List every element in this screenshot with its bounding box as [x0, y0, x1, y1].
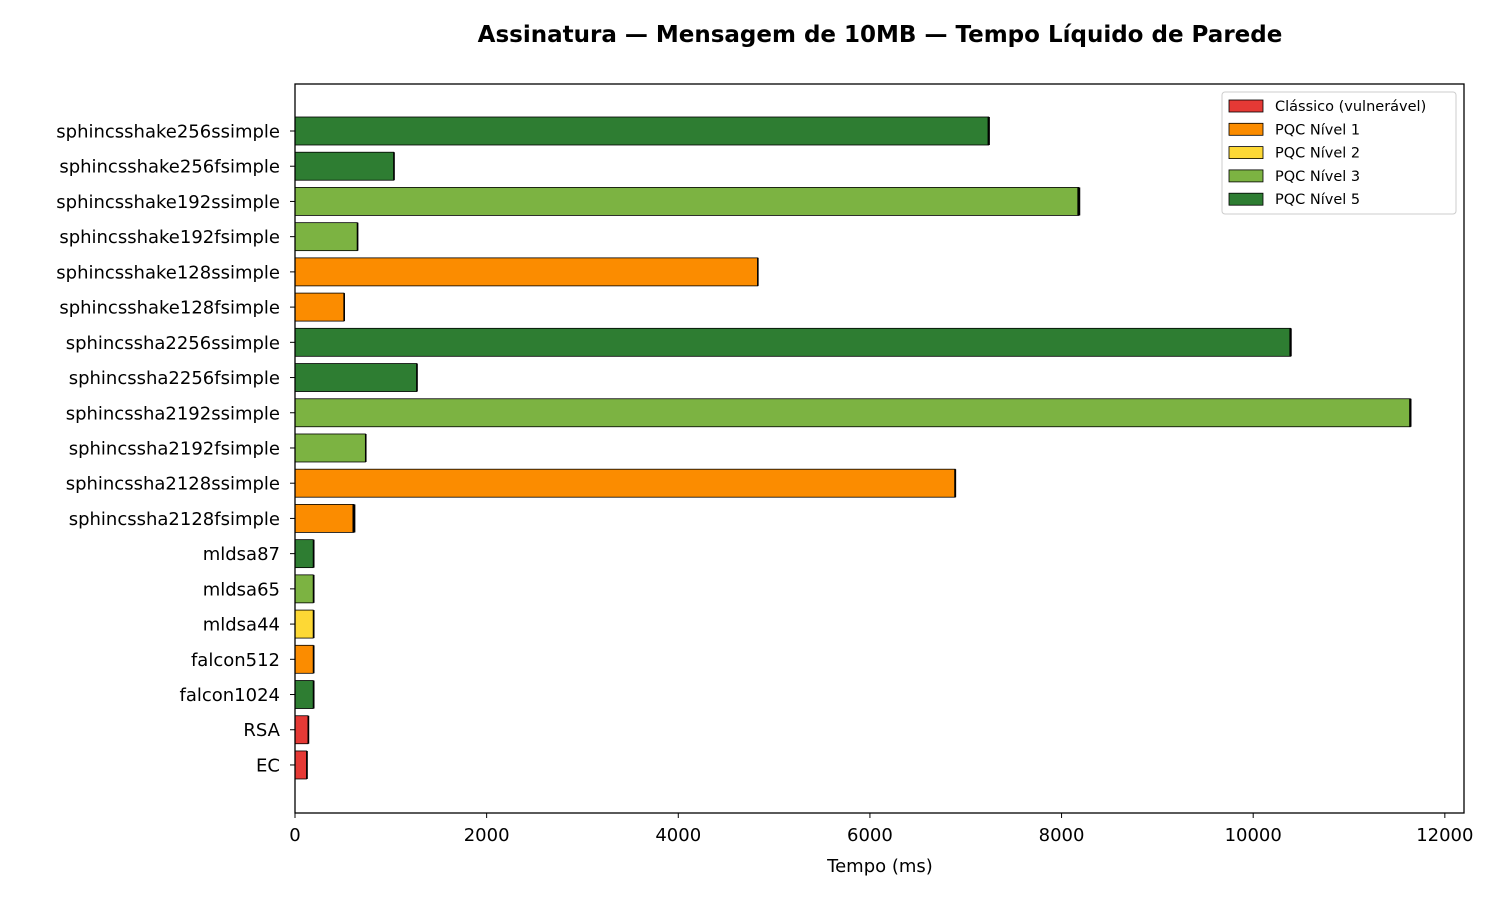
y-tick-label: mldsa44 [203, 615, 280, 636]
error-bar-mldsa65 [312, 574, 315, 603]
y-tick-labels: sphincsshake256ssimple sphincsshake256fsi… [56, 122, 295, 776]
x-tick-label: 4000 [655, 825, 701, 846]
chart-title: Assinatura — Mensagem de 10MB — Tempo Lí… [478, 22, 1283, 48]
bar-sphincssha2128fsimple [294, 504, 355, 533]
bar-mldsa44 [294, 609, 314, 639]
bar-RSA [294, 715, 309, 745]
error-bar-sphincsshake192ssimple [1077, 187, 1081, 216]
error-bar-mldsa87 [312, 539, 315, 568]
y-tick-label: sphincssha2128ssimple [66, 474, 280, 495]
bar-sphincssha2192ssimple [294, 398, 1411, 428]
error-bar-sphincsshake256ssimple [987, 117, 990, 145]
bar-sphincsshake192ssimple [294, 187, 1080, 216]
y-tick-label: sphincssha2256ssimple [66, 333, 280, 354]
x-tick-label: 10000 [1225, 825, 1282, 846]
y-tick-label: sphincsshake256ssimple [56, 122, 280, 143]
legend-box [1221, 91, 1457, 215]
bar-falcon1024 [294, 680, 314, 709]
legend-label-classic: Clássico (vulnerável) [1275, 99, 1426, 115]
y-tick-label: falcon512 [191, 650, 280, 671]
legend-swatch-l5 [1228, 192, 1264, 206]
y-tick-label: EC [256, 755, 280, 776]
y-tick-label: sphincssha2128fsimple [69, 509, 280, 530]
error-bar-sphincssha2256fsimple [416, 363, 418, 392]
y-tick-label: sphincsshake256fsimple [59, 157, 280, 178]
x-tick-label: 6000 [847, 825, 893, 846]
legend-swatch-l3 [1228, 169, 1264, 183]
x-tick-label: 0 [289, 825, 300, 846]
error-bar-sphincsshake256fsimple [393, 152, 395, 181]
error-bar-sphincssha2192ssimple [1409, 398, 1412, 427]
error-bar-sphincssha2128fsimple [352, 504, 356, 533]
y-tick-label: mldsa65 [203, 579, 280, 600]
legend-label-l5: PQC Nível 5 [1275, 192, 1360, 208]
bar-sphincsshake128ssimple [294, 257, 759, 287]
legend-swatch-classic [1228, 99, 1264, 113]
error-bar-sphincssha2192fsimple [364, 433, 367, 462]
bars-layer [294, 116, 1412, 780]
bar-sphincsshake128fsimple [294, 292, 345, 322]
error-bar-EC [306, 750, 308, 779]
error-bar-mldsa44 [312, 610, 315, 639]
x-tick-label: 2000 [464, 825, 510, 846]
error-bar-sphincsshake128fsimple [343, 293, 345, 322]
x-axis-label: Tempo (ms) [826, 856, 933, 877]
y-tick-label: sphincsshake192ssimple [56, 192, 280, 213]
x-tick-labels: 0 2000 4000 6000 8000 10000 12000 [289, 813, 1473, 846]
legend: Clássico (vulnerável) PQC Nível 1 PQC Níve… [1221, 91, 1457, 215]
legend-label-l2: PQC Nível 2 [1275, 146, 1360, 162]
bar-sphincsshake256fsimple [294, 151, 395, 181]
plot-frame [294, 83, 1465, 814]
x-tick-label: 12000 [1416, 825, 1473, 846]
y-tick-label: RSA [243, 720, 280, 741]
y-tick-label: sphincsshake128fsimple [59, 298, 280, 319]
y-tick-label: sphincssha2192fsimple [69, 438, 280, 459]
bar-sphincsshake192fsimple [294, 222, 358, 252]
y-tick-label: falcon1024 [180, 685, 281, 706]
bar-sphincsshake256ssimple [294, 116, 990, 146]
y-tick-label: sphincssha2256fsimple [69, 368, 280, 389]
error-bar-sphincssha2256ssimple [1289, 328, 1292, 357]
y-tick-label: sphincssha2192ssimple [66, 403, 280, 424]
bar-sphincssha2256fsimple [294, 363, 418, 392]
bar-mldsa65 [294, 574, 314, 604]
x-tick-label: 8000 [1039, 825, 1085, 846]
bar-sphincssha2256ssimple [294, 327, 1291, 357]
error-bar-sphincssha2128ssimple [954, 469, 957, 498]
legend-swatch-l2 [1228, 146, 1264, 160]
bar-falcon512 [294, 644, 314, 674]
bar-mldsa87 [294, 539, 314, 569]
error-bar-falcon512 [312, 645, 315, 674]
error-bar-sphincsshake128ssimple [757, 257, 759, 286]
bar-sphincssha2192fsimple [294, 433, 366, 463]
bar-sphincssha2128ssimple [294, 468, 956, 498]
bar-EC [294, 750, 307, 780]
legend-label-l1: PQC Nível 1 [1275, 122, 1360, 138]
error-bar-falcon1024 [312, 680, 315, 709]
legend-label-l3: PQC Nível 3 [1275, 169, 1360, 185]
error-bar-sphincsshake192fsimple [356, 222, 359, 251]
y-tick-label: sphincsshake192fsimple [59, 227, 280, 248]
y-tick-label: mldsa87 [203, 544, 280, 565]
legend-swatch-l1 [1228, 122, 1264, 136]
y-tick-label: sphincsshake128ssimple [56, 262, 280, 283]
error-bar-RSA [307, 715, 310, 744]
